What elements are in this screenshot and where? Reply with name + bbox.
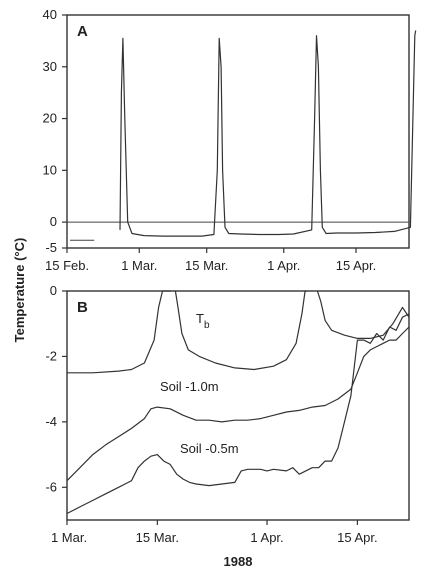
soil-1m-series-label: Soil -1.0m: [160, 379, 219, 394]
panel-a-x-tick-label: 15 Feb.: [45, 258, 89, 273]
panel-a-series-line: [119, 30, 417, 237]
panel-b-x-tick-label: 15 Mar.: [136, 530, 179, 545]
panel-b-soil-05m-line: [66, 313, 410, 515]
panel-b-y-tick-label: 0: [50, 283, 57, 298]
panel-a-y-tick-label: 30: [43, 59, 57, 74]
panel-a-y-tick-label: 0: [50, 214, 57, 229]
panel-a-x-tick-label: 15 Apr.: [336, 258, 376, 273]
panel-b-y-tick-label: -6: [45, 479, 57, 494]
panel-a-x-tick-label: 15 Mar.: [185, 258, 228, 273]
panel-b-tb-line: [67, 290, 171, 374]
soil-05m-series-label: Soil -0.5m: [180, 441, 239, 456]
panel-a-series: [67, 30, 417, 241]
panel-b-y-tick-label: -2: [45, 348, 57, 363]
panel-b-x-axis-title: 1988: [224, 554, 253, 569]
y-axis-title: Temperature (°C): [12, 238, 27, 343]
tb-series-label: Tb: [196, 311, 210, 331]
panel-b-frame: [66, 290, 410, 521]
panel-b-label: B: [77, 299, 88, 316]
panel-a-x-tick-label: 1 Mar.: [121, 258, 157, 273]
panel-b-y-tick-label: -4: [45, 414, 57, 429]
panel-b: B -6 -4 -2 0 1 Mar. 15 Mar. 1 Apr. 15 Apr. Tb So…: [45, 283, 410, 569]
panel-a-y-tick-label: 20: [43, 111, 57, 126]
panel-b-tb-line: [174, 290, 307, 371]
panel-a-ticks: -5 0 10 20 30 40 15 Feb. 1 Mar. 15 Mar. 1 Apr. 15 …: [43, 7, 377, 273]
panel-a-y-tick-label: 10: [43, 162, 57, 177]
panel-a-label: A: [77, 23, 88, 40]
panel-b-x-tick-label: 1 Mar.: [51, 530, 87, 545]
panel-b-x-tick-label: 15 Apr.: [337, 530, 377, 545]
panel-b-soil-1m-line: [66, 326, 410, 482]
panel-a-y-tick-label: 40: [43, 7, 57, 22]
panel-a: A -5 0 10 20 30 40 15 Feb. 1 Mar. 15 Mar. 1 Apr. 1…: [43, 7, 417, 273]
panel-a-frame: [66, 14, 410, 249]
panel-b-x-tick-label: 1 Apr.: [250, 530, 283, 545]
panel-b-series: Tb Soil -1.0m Soil -0.5m: [66, 290, 410, 515]
panel-a-y-tick-label: -5: [45, 240, 57, 255]
panel-a-x-tick-label: 1 Apr.: [267, 258, 300, 273]
panel-b-ticks: -6 -4 -2 0 1 Mar. 15 Mar. 1 Apr. 15 Apr.: [45, 283, 377, 545]
panel-b-tb-line: [316, 290, 410, 339]
